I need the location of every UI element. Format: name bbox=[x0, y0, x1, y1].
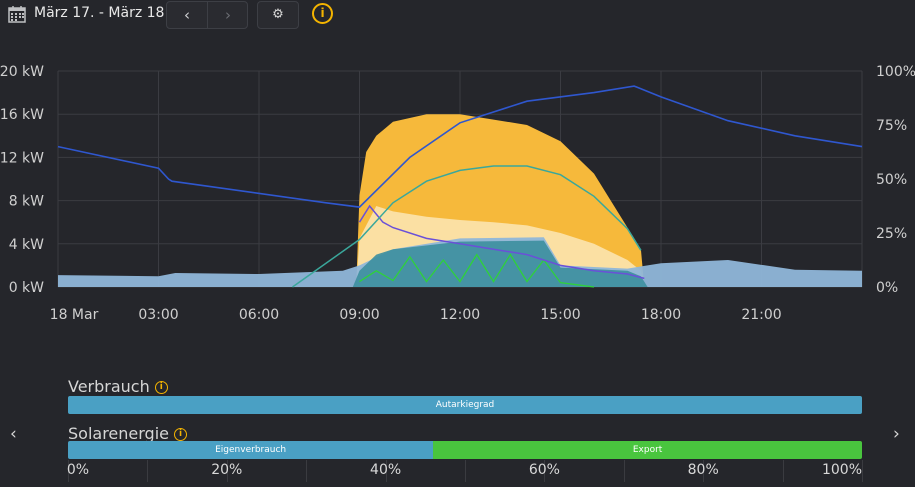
solar-info-icon[interactable]: i bbox=[174, 428, 187, 441]
y-right-tick-label: 75% bbox=[876, 118, 907, 134]
scale-label: 0% bbox=[66, 462, 90, 478]
chevron-right-icon: › bbox=[225, 6, 231, 24]
scale-gridline bbox=[862, 460, 863, 482]
scale-label: 100% bbox=[821, 462, 863, 478]
scale-gridline bbox=[544, 460, 546, 482]
next-day-button[interactable]: › bbox=[208, 2, 248, 28]
solar-title: Solarenergie i bbox=[68, 424, 187, 443]
x-tick-label: 12:00 bbox=[440, 307, 480, 323]
x-tick-label: 18 Mar bbox=[50, 307, 99, 323]
y-left-tick-label: 16 kW bbox=[0, 107, 44, 123]
settings-button[interactable]: ⚙ bbox=[257, 1, 299, 29]
export-label: Export bbox=[632, 445, 663, 455]
y-right-tick-label: 25% bbox=[876, 226, 907, 242]
nav-divider bbox=[207, 2, 208, 28]
gear-icon: ⚙ bbox=[272, 7, 284, 22]
solar-title-text: Solarenergie bbox=[68, 424, 169, 443]
y-axis-left: 0 kW 4 kW 8 kW 12 kW 16 kW 20 kW bbox=[0, 64, 44, 296]
self-consumption-area bbox=[352, 240, 648, 287]
energy-chart[interactable]: 0 kW 4 kW 8 kW 12 kW 16 kW 20 kW 0% 25% 50% 75% 1… bbox=[0, 55, 915, 330]
x-axis: 18 Mar 03:00 06:00 09:00 12:00 15:00 18:00 21:0… bbox=[50, 307, 782, 323]
info-icon[interactable]: i bbox=[312, 3, 333, 24]
export-bar[interactable]: Export bbox=[433, 441, 862, 459]
scale-gridline bbox=[703, 460, 705, 482]
eigenverbrauch-bar[interactable]: Eigenverbrauch bbox=[68, 441, 434, 459]
y-left-tick-label: 12 kW bbox=[0, 150, 44, 166]
scale-gridline bbox=[385, 460, 387, 482]
autarkie-label: Autarkiegrad bbox=[435, 400, 495, 410]
chevron-left-icon: ‹ bbox=[184, 6, 190, 24]
scale-gridline bbox=[623, 460, 625, 482]
percent-scale: 0% 20% 40% 60% 80% 100% bbox=[66, 460, 863, 482]
chart-lines bbox=[57, 85, 863, 288]
autarkie-bar[interactable]: Autarkiegrad bbox=[68, 396, 862, 414]
scale-label: 40% bbox=[370, 462, 402, 478]
next-page-arrow[interactable]: › bbox=[893, 424, 900, 444]
x-tick-label: 09:00 bbox=[339, 307, 379, 323]
scale-gridline bbox=[226, 460, 228, 482]
y-right-tick-label: 50% bbox=[876, 172, 907, 188]
date-nav-group: ‹ › bbox=[166, 1, 248, 29]
scale-gridline bbox=[465, 460, 466, 482]
scale-label: 60% bbox=[528, 462, 560, 478]
scale-gridline bbox=[147, 460, 149, 482]
x-tick-label: 18:00 bbox=[641, 307, 681, 323]
date-range[interactable]: März 17. - März 18. bbox=[34, 5, 169, 21]
y-left-tick-label: 20 kW bbox=[0, 64, 44, 80]
scale-label: 80% bbox=[687, 462, 719, 478]
scale-label: 20% bbox=[211, 462, 243, 478]
chevron-right-icon: › bbox=[893, 424, 900, 444]
scale-gridline bbox=[306, 460, 308, 482]
purple-line bbox=[358, 204, 645, 280]
calendar-icon[interactable] bbox=[8, 5, 26, 23]
x-tick-label: 21:00 bbox=[741, 307, 781, 323]
y-right-tick-label: 100% bbox=[876, 64, 915, 80]
y-left-tick-label: 8 kW bbox=[9, 194, 44, 210]
x-tick-label: 15:00 bbox=[540, 307, 580, 323]
teal-curve-line bbox=[292, 165, 642, 288]
header-bar: März 17. - März 18. ‹ › ⚙ i bbox=[0, 0, 915, 32]
battery-soc-line bbox=[57, 85, 863, 208]
chevron-left-icon: ‹ bbox=[10, 424, 17, 444]
y-axis-right: 0% 25% 50% 75% 100% bbox=[876, 64, 915, 296]
x-tick-label: 06:00 bbox=[239, 307, 279, 323]
verbrauch-info-icon[interactable]: i bbox=[154, 381, 168, 394]
y-right-tick-label: 0% bbox=[876, 280, 898, 296]
prev-page-arrow[interactable]: ‹ bbox=[10, 424, 17, 444]
prev-day-button[interactable]: ‹ bbox=[167, 2, 207, 28]
y-left-tick-label: 0 kW bbox=[9, 280, 44, 296]
verbrauch-title-text: Verbrauch bbox=[68, 377, 150, 396]
eigenverbrauch-label: Eigenverbrauch bbox=[215, 445, 287, 455]
scale-gridline bbox=[782, 460, 784, 482]
scale-gridline bbox=[68, 460, 69, 482]
green-line bbox=[359, 253, 595, 288]
x-tick-label: 03:00 bbox=[138, 307, 178, 323]
y-left-tick-label: 4 kW bbox=[9, 237, 44, 253]
verbrauch-title: Verbrauch i bbox=[68, 377, 168, 396]
